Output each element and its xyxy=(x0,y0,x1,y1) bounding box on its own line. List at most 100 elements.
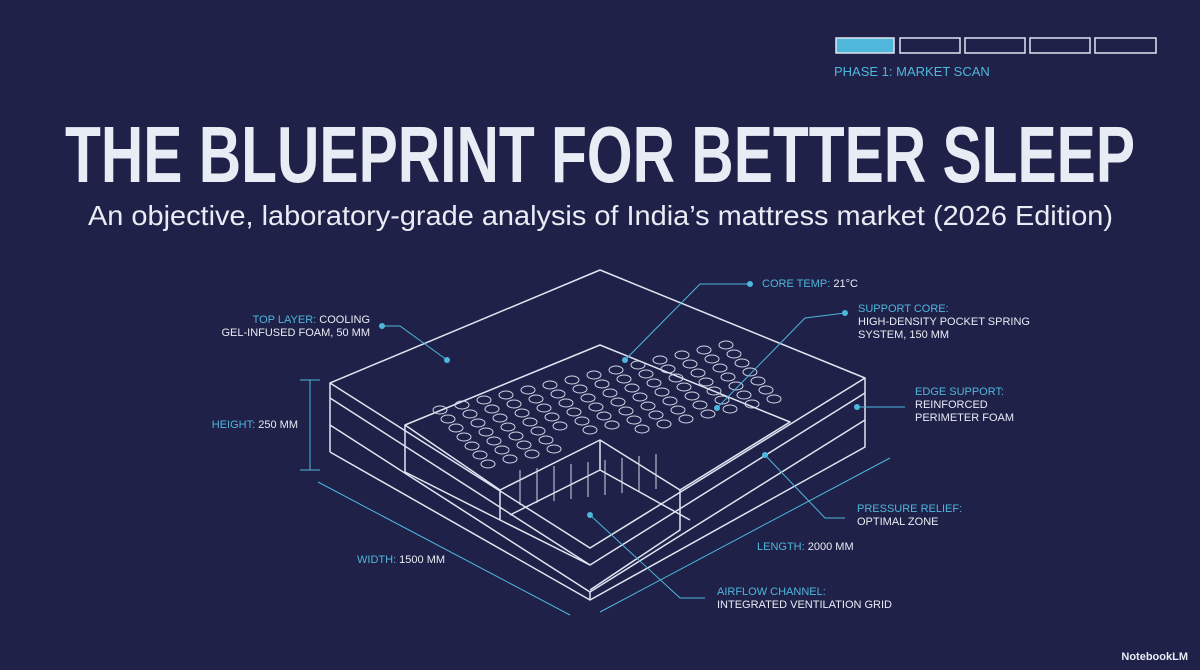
spring xyxy=(462,409,478,419)
spring xyxy=(766,394,782,404)
spring xyxy=(618,406,634,416)
callout-text: 250 MM xyxy=(258,419,298,431)
spring xyxy=(640,401,656,411)
callout-text: REINFORCED xyxy=(915,399,988,411)
leader xyxy=(624,283,750,361)
spring xyxy=(542,380,558,390)
spring xyxy=(456,432,472,442)
spring xyxy=(604,420,620,430)
spring xyxy=(544,412,560,422)
spring-grid xyxy=(432,340,782,505)
leader-lines xyxy=(379,281,905,599)
spring xyxy=(698,377,714,387)
dot xyxy=(444,357,450,363)
spring xyxy=(704,354,720,364)
callout-text: 21°C xyxy=(833,278,858,290)
spring xyxy=(668,373,684,383)
spring xyxy=(728,381,744,391)
spring xyxy=(480,459,496,469)
spring xyxy=(632,392,648,402)
spring xyxy=(502,454,518,464)
dot xyxy=(587,512,593,518)
spring xyxy=(646,378,662,388)
spring xyxy=(648,410,664,420)
spring xyxy=(572,384,588,394)
progress-segment xyxy=(1029,37,1091,54)
spring xyxy=(758,385,774,395)
spring xyxy=(464,441,480,451)
spring xyxy=(478,427,494,437)
callout-text: SYSTEM, 150 MM xyxy=(858,329,949,341)
callout-key: PRESSURE RELIEF: xyxy=(857,503,962,515)
callout-key: WIDTH: xyxy=(357,554,396,566)
callout: CORE TEMP: 21°C xyxy=(762,278,858,290)
progress-segment-active xyxy=(835,37,895,54)
spring xyxy=(744,399,760,409)
spring xyxy=(524,449,540,459)
spring xyxy=(656,419,672,429)
spring xyxy=(722,404,738,414)
spring xyxy=(508,431,524,441)
callout: PRESSURE RELIEF: OPTIMAL ZONE xyxy=(857,503,962,528)
spring xyxy=(638,369,654,379)
spring xyxy=(476,395,492,405)
spring xyxy=(742,367,758,377)
spring xyxy=(566,407,582,417)
spring xyxy=(662,396,678,406)
progress-bar xyxy=(835,37,1157,54)
spring xyxy=(484,404,500,414)
length-dimension xyxy=(599,457,891,613)
callout: AIRFLOW CHANNEL: INTEGRATED VENTILATION G… xyxy=(717,586,892,611)
callout: EDGE SUPPORT: REINFORCED PERIMETER FOAM xyxy=(915,386,1014,424)
spring xyxy=(594,379,610,389)
spring xyxy=(690,368,706,378)
callout-text: HIGH-DENSITY POCKET SPRING xyxy=(858,316,1030,328)
spring xyxy=(580,393,596,403)
spring xyxy=(514,408,530,418)
spring xyxy=(682,359,698,369)
spring xyxy=(720,372,736,382)
spring xyxy=(696,345,712,355)
leader xyxy=(382,325,448,361)
spring xyxy=(674,350,690,360)
spring xyxy=(564,375,580,385)
progress-segment xyxy=(964,37,1026,54)
spring xyxy=(470,418,486,428)
spring xyxy=(616,374,632,384)
spring xyxy=(670,405,686,415)
callout-text: COOLING xyxy=(319,314,370,326)
spring xyxy=(712,363,728,373)
title: THE BLUEPRINT FOR BETTER SLEEP xyxy=(65,110,1135,199)
spring xyxy=(676,382,692,392)
callout: TOP LAYER: COOLING GEL-INFUSED FOAM, 50 M… xyxy=(221,314,370,339)
spring xyxy=(630,360,646,370)
spring xyxy=(472,450,488,460)
spring xyxy=(574,416,590,426)
dot xyxy=(379,323,385,329)
callout-key: SUPPORT CORE: xyxy=(858,303,949,315)
spring xyxy=(684,391,700,401)
brand: NotebookLM xyxy=(1121,651,1188,663)
spring xyxy=(652,355,668,365)
spring xyxy=(586,370,602,380)
spring xyxy=(700,409,716,419)
callout-key: TOP LAYER: xyxy=(253,314,317,326)
spring xyxy=(726,349,742,359)
callout-key: LENGTH: xyxy=(757,541,805,553)
progress-segment xyxy=(899,37,961,54)
dot xyxy=(762,452,768,458)
callouts: TOP LAYER: COOLING GEL-INFUSED FOAM, 50 M… xyxy=(212,278,1030,611)
spring xyxy=(626,415,642,425)
height-dimension xyxy=(300,379,320,471)
spring xyxy=(558,398,574,408)
dot xyxy=(622,357,628,363)
spring xyxy=(520,385,536,395)
spring xyxy=(440,414,456,424)
spring xyxy=(538,435,554,445)
spring xyxy=(454,400,470,410)
phase-label: PHASE 1: MARKET SCAN xyxy=(834,64,990,79)
callout-text: INTEGRATED VENTILATION GRID xyxy=(717,599,892,611)
spring xyxy=(634,424,650,434)
progress-segment xyxy=(1094,37,1157,54)
